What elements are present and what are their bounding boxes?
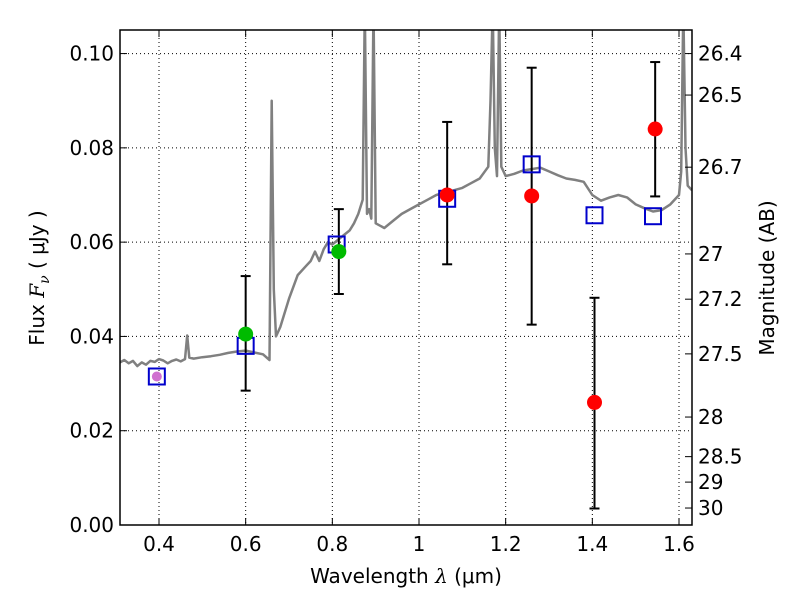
y-tick-label: 0.00 [69, 513, 114, 537]
y2-tick-label: 26.7 [698, 155, 743, 179]
grid [120, 30, 692, 526]
series-line-model-spectrum [120, 30, 692, 368]
observed-point [331, 244, 347, 260]
y-tick-label: 0.02 [69, 419, 114, 443]
x-tick-label: 1.6 [663, 532, 695, 556]
x-tick-label: 0.6 [230, 532, 262, 556]
y2-tick-label: 29 [698, 470, 723, 494]
observed-flux-markers [151, 121, 663, 410]
y2-tick-label: 26.5 [698, 83, 743, 107]
observed-point [439, 187, 455, 203]
x-tick-label: 0.4 [143, 532, 175, 556]
y2-axis-label: Magnitude (AB) [755, 200, 779, 355]
model-point [147, 367, 166, 386]
observed-point [151, 371, 162, 382]
y-tick-label: 0.08 [69, 136, 114, 160]
y2-tick-label: 28 [698, 405, 723, 429]
y-tick-label: 0.10 [69, 42, 114, 66]
model-point [644, 207, 662, 226]
model-point [585, 206, 604, 225]
y2-tick-label: 28.5 [698, 445, 743, 469]
y2-tick-label: 27.2 [698, 287, 743, 311]
errorbars [240, 61, 661, 510]
observed-point [524, 188, 540, 204]
y-axis-label: Flux Fν ( μJy ) [25, 210, 53, 345]
observed-point [587, 394, 602, 410]
x-tick-label: 1.2 [490, 532, 522, 556]
y2-tick-label: 27.5 [698, 342, 743, 366]
observed-point [647, 121, 663, 137]
model-point [522, 155, 541, 174]
y2-tick-label: 30 [698, 496, 723, 520]
plot-frame [119, 29, 693, 526]
x-tick-label: 0.8 [316, 532, 348, 556]
model-photometry-markers [147, 155, 662, 386]
y-tick-label: 0.06 [69, 230, 114, 254]
observed-point [238, 326, 254, 342]
x-tick-label: 1 [413, 532, 426, 556]
y-tick-label: 0.04 [69, 324, 114, 348]
x-tick-label: 1.4 [576, 532, 608, 556]
y2-tick-label: 26.4 [698, 42, 743, 66]
y2-tick-label: 27 [698, 242, 723, 266]
x-axis-label: Wavelength λ (μm) [310, 564, 502, 588]
ticks: 0.4 0.6 0.8 1 1.2 1.4 1.6 0.00 0.02 0.04 0.06 0.08 0… [69, 30, 743, 556]
